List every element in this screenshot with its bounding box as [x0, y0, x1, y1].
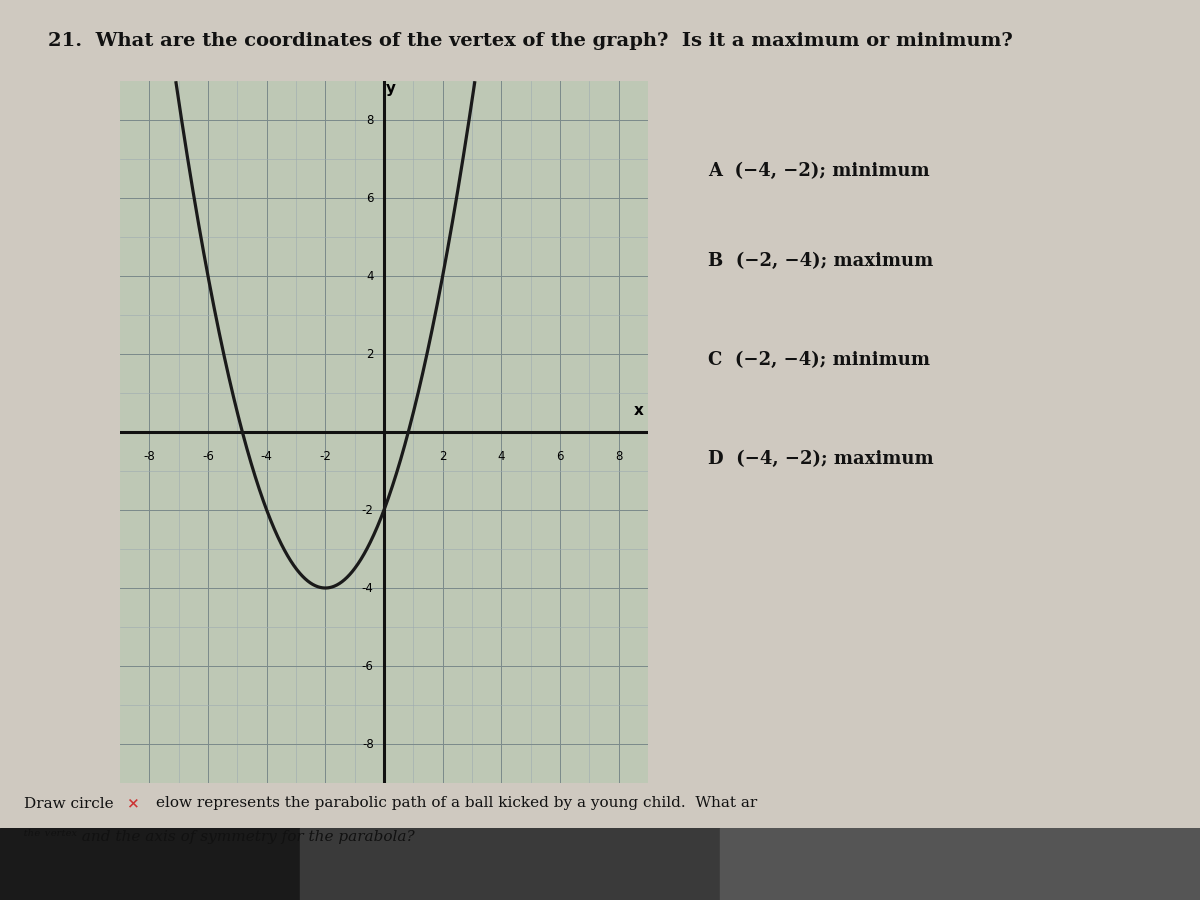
- Text: D  (−4, −2); maximum: D (−4, −2); maximum: [708, 450, 934, 468]
- Text: -6: -6: [362, 660, 373, 672]
- Text: ᵗʰᵉ ᵛᵉʳᵗᵉˣ and the axis of symmetry for the parabola?: ᵗʰᵉ ᵛᵉʳᵗᵉˣ and the axis of symmetry for …: [24, 829, 415, 844]
- Text: -4: -4: [362, 581, 373, 595]
- Text: elow represents the parabolic path of a ball kicked by a young child.  What ar: elow represents the parabolic path of a …: [156, 796, 757, 811]
- Text: -2: -2: [319, 450, 331, 463]
- Text: -4: -4: [260, 450, 272, 463]
- Bar: [0, 828, 300, 900]
- Text: 6: 6: [366, 192, 373, 204]
- Text: Draw circle: Draw circle: [24, 796, 114, 811]
- Text: B  (−2, −4); maximum: B (−2, −4); maximum: [708, 252, 934, 270]
- Text: 4: 4: [498, 450, 505, 463]
- Text: -8: -8: [144, 450, 155, 463]
- Text: ×: ×: [126, 796, 139, 811]
- Text: 2: 2: [439, 450, 446, 463]
- Text: -2: -2: [362, 503, 373, 517]
- Text: 21.  What are the coordinates of the vertex of the graph?  Is it a maximum or mi: 21. What are the coordinates of the vert…: [48, 32, 1013, 50]
- Text: C  (−2, −4); minimum: C (−2, −4); minimum: [708, 351, 930, 369]
- Text: A  (−4, −2); minimum: A (−4, −2); minimum: [708, 162, 930, 180]
- Text: 8: 8: [366, 113, 373, 127]
- Text: -6: -6: [202, 450, 214, 463]
- Text: 6: 6: [557, 450, 564, 463]
- Text: -8: -8: [362, 737, 373, 751]
- Text: 2: 2: [366, 347, 373, 361]
- Bar: [720, 828, 1200, 900]
- Text: 8: 8: [614, 450, 623, 463]
- Text: y: y: [386, 81, 396, 96]
- Text: 4: 4: [366, 269, 373, 283]
- Text: x: x: [635, 403, 644, 418]
- Bar: [300, 828, 720, 900]
